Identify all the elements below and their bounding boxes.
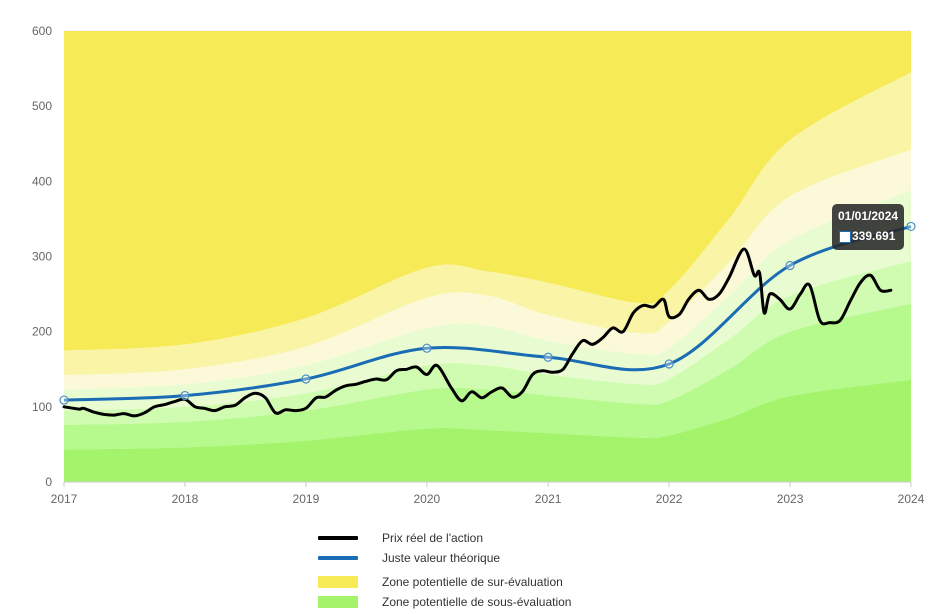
legend-label-price: Prix réel de l'action <box>382 531 484 545</box>
x-tick-label-2017: 2017 <box>51 492 78 506</box>
legend-swatch-undervaluation <box>318 596 358 608</box>
legend-item-fair-value[interactable]: Juste valeur théorique <box>318 548 571 568</box>
legend-item-undervaluation[interactable]: Zone potentielle de sous-évaluation <box>318 592 571 612</box>
x-axis-tick-labels: 2017 2018 2019 2020 2021 2022 2023 2024 <box>51 492 925 506</box>
fair-value-line <box>63 224 912 402</box>
y-tick-label-500: 500 <box>32 99 52 113</box>
fair-value-marker-2022 <box>664 359 674 369</box>
y-axis-tick-labels: 0 100 200 300 400 500 600 <box>32 24 52 489</box>
legend-label-overvaluation: Zone potentielle de sur-évaluation <box>382 575 563 589</box>
x-tick-label-2022: 2022 <box>656 492 683 506</box>
legend-swatch-overvaluation <box>318 576 358 588</box>
x-tick-label-2020: 2020 <box>414 492 441 506</box>
fair-value-marker-2021 <box>543 352 553 362</box>
x-tick-label-2018: 2018 <box>172 492 199 506</box>
band-fair-zone <box>64 190 911 411</box>
band-overvaluation-mid <box>64 72 911 376</box>
valuation-bands <box>64 31 911 482</box>
tooltip-date: 01/01/2024 <box>838 209 899 223</box>
fair-value-marker-2017 <box>59 395 69 405</box>
legend-item-price[interactable]: Prix réel de l'action <box>318 528 571 548</box>
data-tooltip: 01/01/2024 339.691 <box>832 204 904 250</box>
fair-value-marker-2020 <box>422 343 432 353</box>
tooltip-value: 339.691 <box>852 229 896 243</box>
y-tick-label-200: 200 <box>32 325 52 339</box>
fair-value-marker-2018 <box>180 390 190 401</box>
legend-swatch-price <box>318 536 358 540</box>
axes <box>63 481 912 487</box>
fair-value-marker-2023 <box>785 260 795 271</box>
price-line <box>62 247 893 418</box>
x-tick-label-2021: 2021 <box>535 492 562 506</box>
band-undervaluation-light <box>64 261 911 425</box>
series-lines <box>62 224 912 418</box>
y-tick-label-300: 300 <box>32 250 52 264</box>
y-tick-label-400: 400 <box>32 174 52 188</box>
band-undervaluation-strong <box>64 379 911 482</box>
legend-label-fair-value: Juste valeur théorique <box>382 551 501 565</box>
legend-label-undervaluation: Zone potentielle de sous-évaluation <box>382 595 572 609</box>
y-tick-label-0: 0 <box>45 475 52 489</box>
tooltip-swatch <box>839 231 851 243</box>
y-tick-label-600: 600 <box>32 24 52 38</box>
legend-item-overvaluation[interactable]: Zone potentielle de sur-évaluation <box>318 572 571 592</box>
x-tick-label-2024: 2024 <box>898 492 925 506</box>
fair-value-markers <box>59 221 916 405</box>
x-tick-label-2023: 2023 <box>777 492 804 506</box>
y-tick-label-100: 100 <box>32 400 52 414</box>
legend-swatch-fair-value <box>318 556 358 560</box>
band-overvaluation-strong <box>64 31 911 351</box>
chart-legend: Prix réel de l'action Juste valeur théor… <box>318 528 571 612</box>
x-tick-label-2019: 2019 <box>293 492 320 506</box>
fair-value-marker-2019 <box>301 374 311 384</box>
band-undervaluation-mid <box>64 303 911 450</box>
band-overvaluation-light <box>64 149 911 390</box>
fair-value-marker-2024 <box>906 221 916 232</box>
